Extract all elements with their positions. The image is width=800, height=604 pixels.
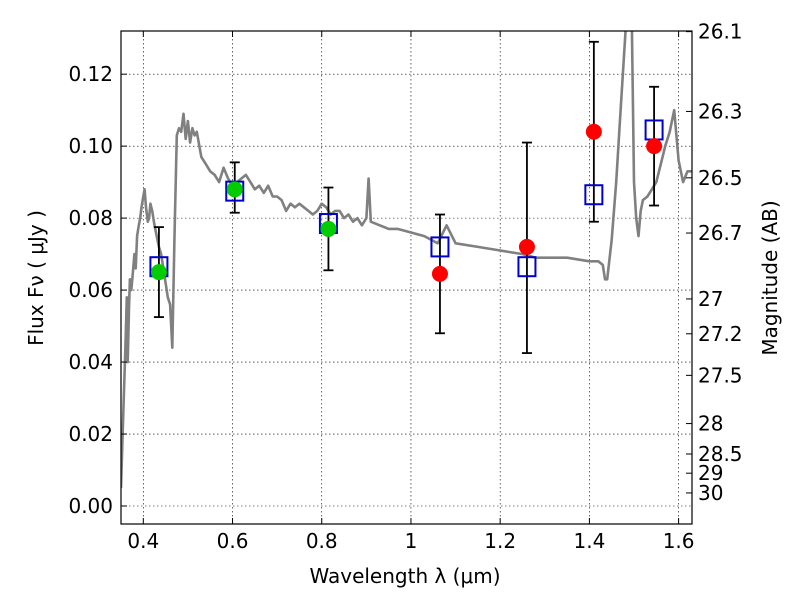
x-axis-label: Wavelength λ (μm) — [309, 564, 500, 588]
x-tick-label: 0.8 — [306, 529, 338, 553]
y-tick-label: 0.12 — [68, 62, 113, 86]
y-tick-label: 0.00 — [68, 494, 113, 518]
grid — [121, 31, 692, 524]
right-tick-label: 26.7 — [698, 221, 743, 245]
green-data-point — [226, 181, 243, 198]
right-tick-label: 26.5 — [698, 166, 743, 190]
red-data-point — [646, 138, 663, 155]
y-tick-label: 0.04 — [68, 350, 113, 374]
model-square-marker — [430, 236, 450, 258]
right-tick-label: 26.3 — [698, 99, 743, 123]
x-tick-label: 1 — [405, 529, 418, 553]
x-tick-label: 1.6 — [663, 529, 695, 553]
spectrum-line — [121, 31, 692, 489]
x-tick-label: 0.4 — [127, 529, 159, 553]
right-tick-label: 27.5 — [698, 363, 743, 387]
x-tick-label: 0.6 — [217, 529, 249, 553]
red-data-point — [431, 265, 448, 282]
right-tick-label: 30 — [698, 481, 723, 505]
right-tick-label: 27 — [698, 287, 723, 311]
right-tick-label: 28 — [698, 412, 723, 436]
axes-ticks: 0.4 0.6 0.8 1 1.2 1.4 1.6 0.00 0.02 0.04 0.06 0.08 0… — [68, 20, 742, 553]
y-tick-label: 0.08 — [68, 206, 113, 230]
y-axis-label-right: Magnitude (AB) — [758, 200, 782, 355]
green-data-point — [320, 220, 337, 237]
right-tick-label: 26.1 — [698, 20, 743, 44]
y-tick-label: 0.10 — [68, 134, 113, 158]
right-tick-label: 28.5 — [698, 442, 743, 466]
y-tick-label: 0.06 — [68, 278, 113, 302]
plot-frame — [120, 30, 693, 525]
model-square-marker — [517, 256, 537, 278]
right-tick-label: 29 — [698, 461, 723, 485]
right-tick-label: 27.2 — [698, 322, 743, 346]
y-tick-label: 0.02 — [68, 422, 113, 446]
green-data-point — [150, 264, 167, 281]
data-layer — [121, 31, 692, 489]
red-data-point — [585, 123, 602, 140]
red-data-point — [518, 238, 535, 255]
x-tick-label: 1.4 — [573, 529, 605, 553]
y-axis-label-left: Flux Fν ( μJy ) — [24, 210, 48, 346]
x-tick-label: 1.2 — [484, 529, 516, 553]
model-square-marker — [584, 184, 604, 206]
